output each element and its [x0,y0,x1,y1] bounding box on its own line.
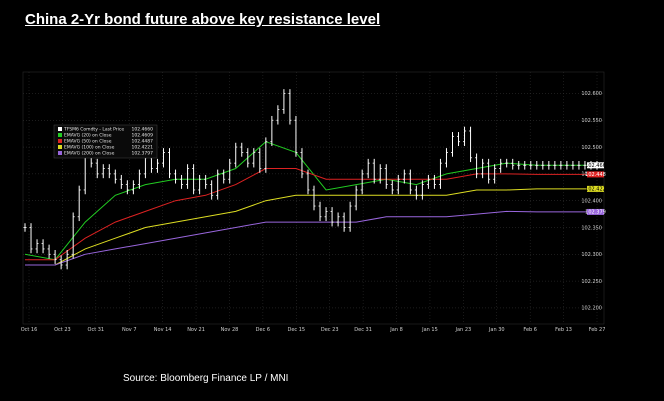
x-axis: Oct 16 Oct 23 Oct 31 Nov 7 Nov 14 Nov 21 Nov 2… [21,327,606,333]
legend-label: TFSM6 Comdty - Last Price [63,127,124,133]
legend-swatch [58,127,62,131]
legend-swatch [58,145,62,149]
x-tick-label: Oct 31 [88,327,105,333]
y-tick-label: 102.600 [581,91,602,97]
x-tick-label: Oct 23 [54,327,71,333]
end-labels: 102.466 102.448 102.422 102.379 [585,162,606,216]
legend-swatch [58,151,62,155]
x-tick-label: Dec 23 [321,327,339,333]
legend: TFSM6 Comdty - Last Price 102.4660 EMAVG (… [53,124,158,159]
x-tick-label: Feb 13 [555,327,572,333]
legend-swatch [58,133,62,137]
x-tick-label: Nov 21 [187,327,205,333]
y-tick-label: 102.400 [581,198,602,204]
x-tick-label: Dec 15 [287,327,305,333]
ema-line [25,210,597,266]
x-tick-label: Feb 6 [523,327,537,333]
x-tick-label: Jan 8 [389,327,402,333]
end-label: 102.379 [585,210,606,216]
legend-label: EMAVG (50) on Close [64,139,112,145]
x-tick-label: Oct 16 [21,327,38,333]
end-label-box [587,208,604,215]
end-label-box [587,162,604,169]
end-label-box [587,171,604,178]
ema-line [25,168,597,261]
legend-value: 102.4660 [132,127,154,133]
legend-value: 102.4221 [132,145,154,151]
x-tick-label: Jan 15 [421,327,438,333]
legend-label: EMAVG (20) on Close [64,133,112,139]
x-tick-label: Nov 7 [122,327,137,333]
y-tick-label: 102.550 [581,118,602,124]
y-tick-label: 102.500 [581,145,602,151]
end-label: 102.466 [585,163,606,169]
ema-line [24,141,597,261]
grid [23,72,604,324]
legend-label: EMAVG (200) on Close [64,151,115,157]
x-tick-label: Jan 30 [488,327,505,333]
x-tick-label: Nov 14 [154,327,172,333]
y-tick-label: 102.250 [581,279,602,285]
legend-box [53,124,158,159]
y-tick-label: 102.200 [581,306,602,312]
legend-label: EMAVG (100) on Close [64,145,115,151]
x-tick-label: Dec 6 [256,327,270,333]
source-note: Source: Bloomberg Finance LP / MNI [123,373,289,384]
end-label: 102.422 [585,187,606,193]
legend-value: 102.4609 [132,133,154,139]
end-label-box [587,185,604,192]
x-tick-label: Dec 31 [354,327,372,333]
y-tick-label: 102.350 [581,225,602,231]
plot-frame [22,71,605,325]
x-tick-label: Feb 27 [589,327,606,333]
end-label: 102.448 [585,172,606,178]
legend-swatch [58,139,62,143]
y-tick-label: 102.300 [581,252,602,258]
legend-value: 102.3797 [132,151,154,157]
legend-value: 102.4487 [132,139,154,145]
x-tick-label: Jan 23 [455,327,472,333]
ema-lines [24,141,597,266]
ema-line [25,188,597,266]
x-tick-label: Nov 28 [221,327,239,333]
chart-title: China 2-Yr bond future above key resista… [25,11,381,28]
